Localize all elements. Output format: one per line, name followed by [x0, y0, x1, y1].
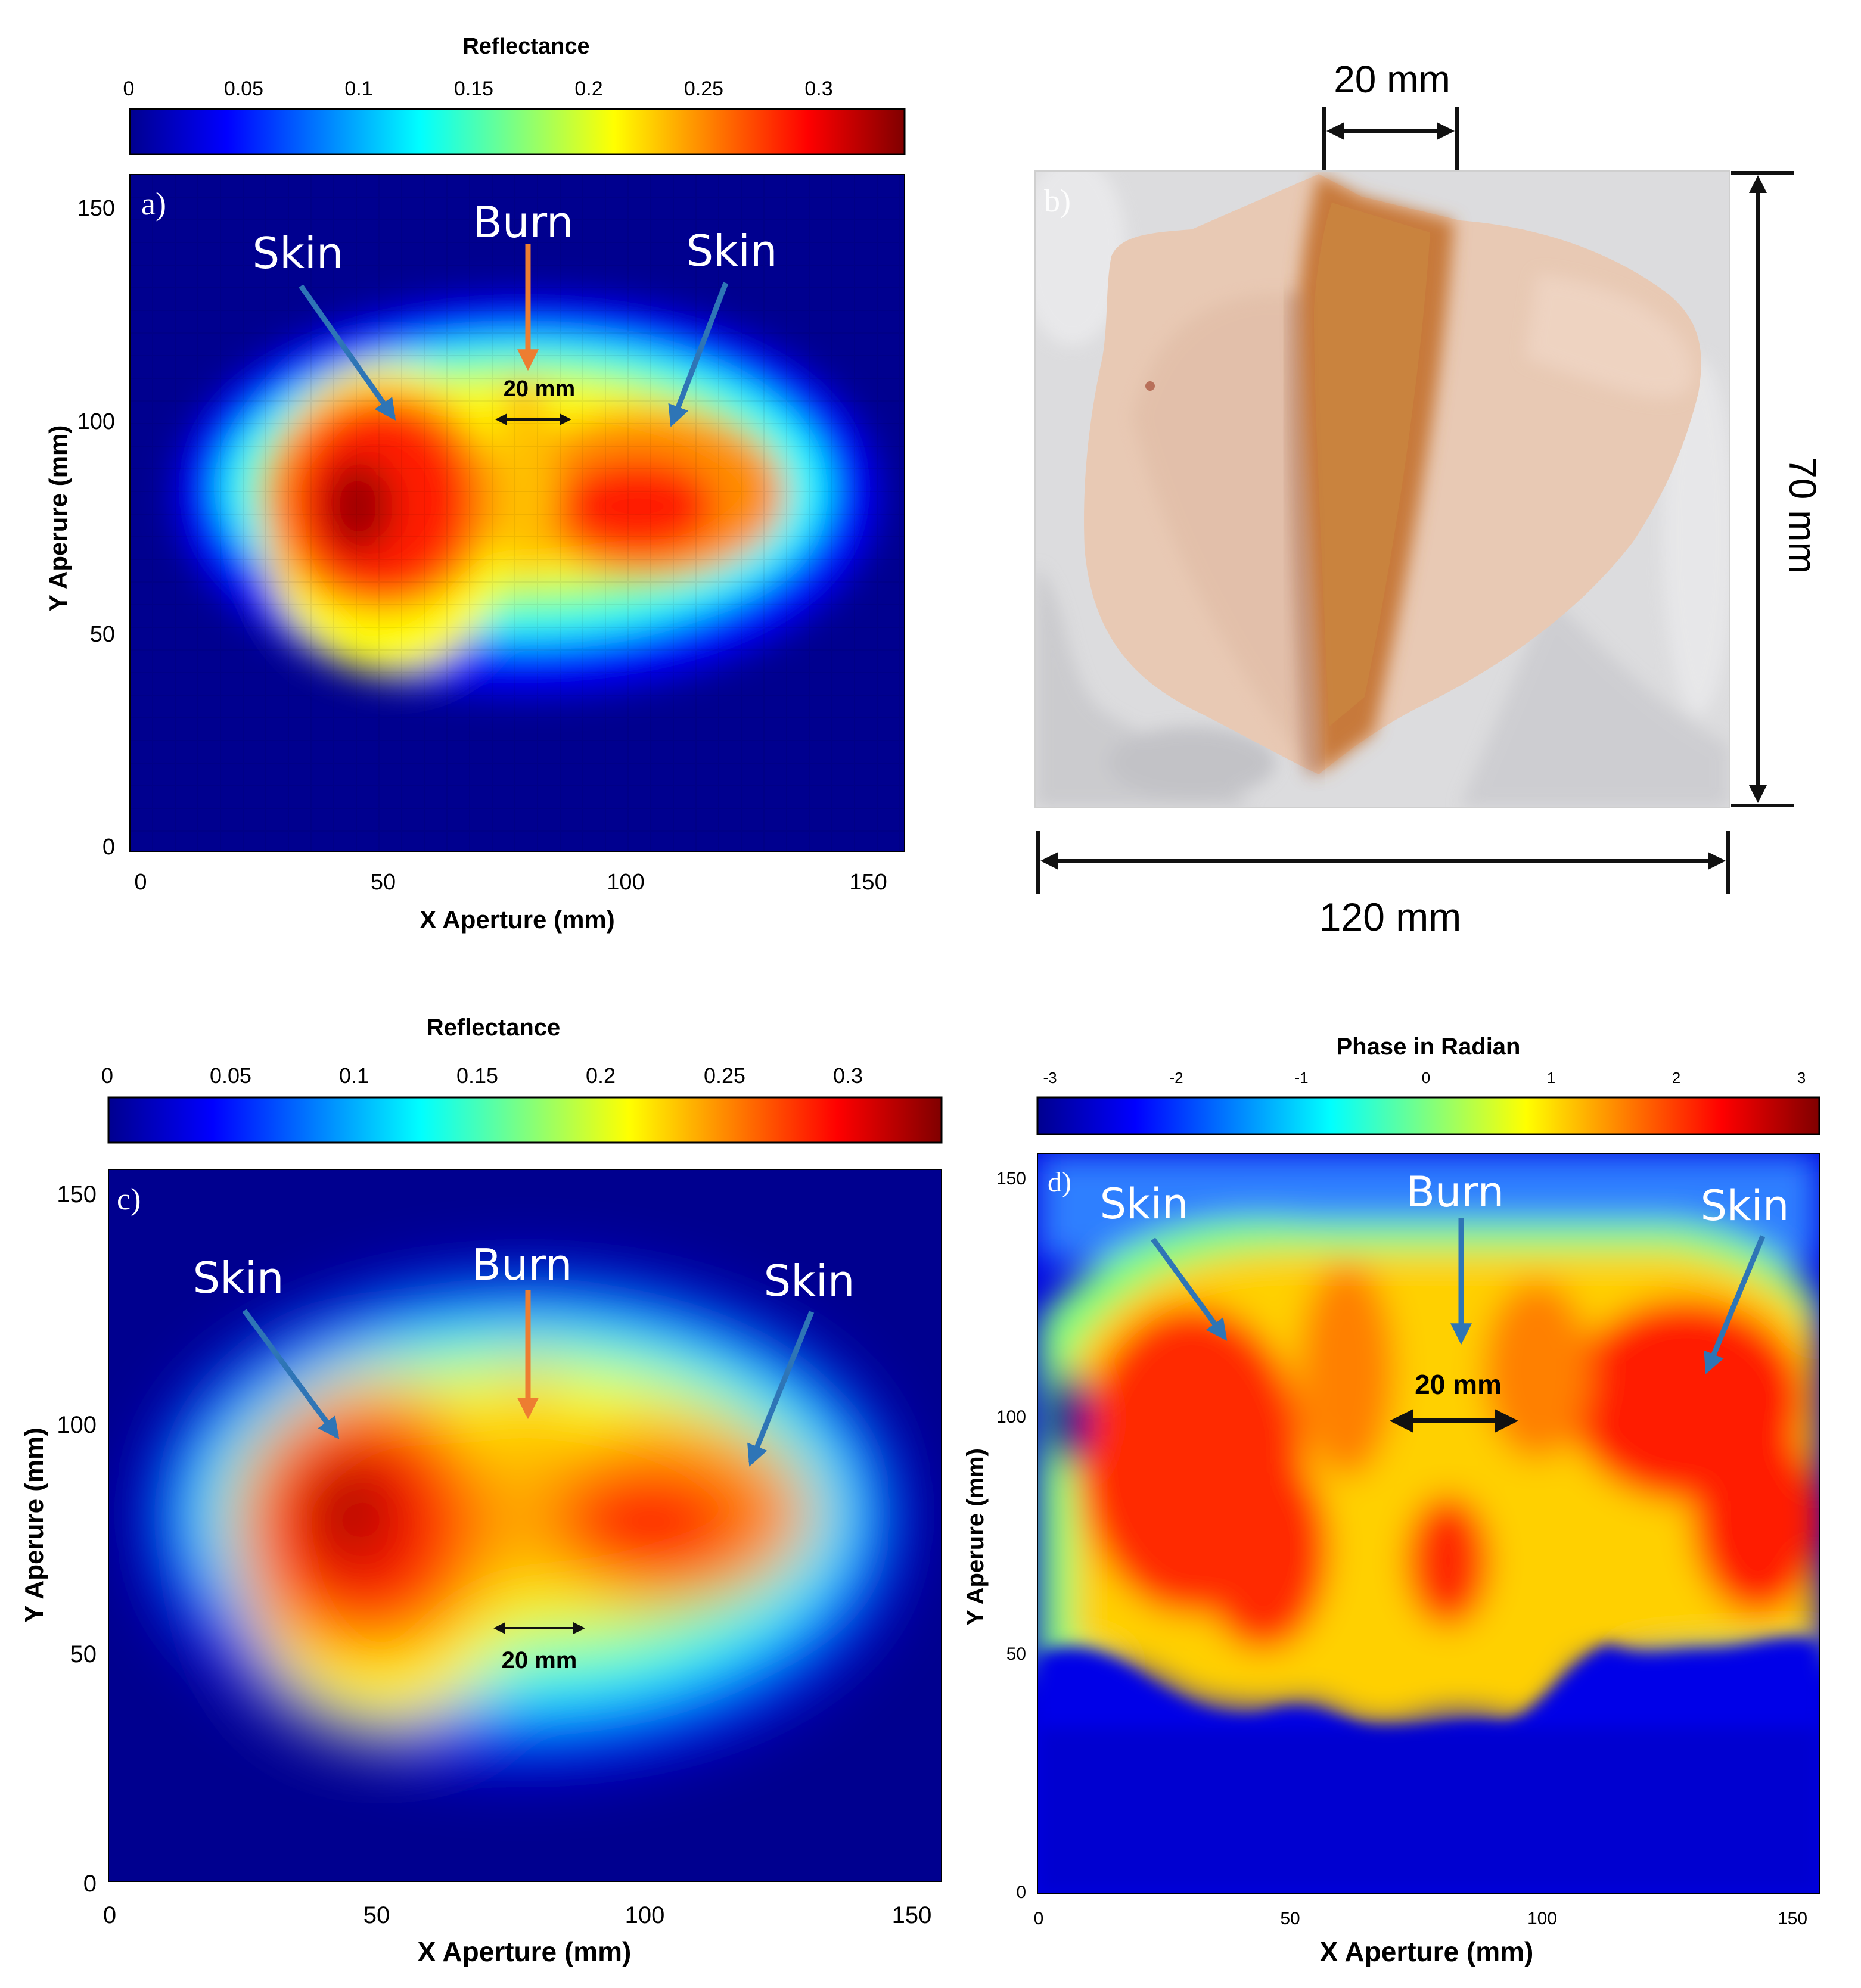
colorbar-d-title: Phase in Radian [1337, 1034, 1521, 1060]
spot-mark [1145, 381, 1155, 391]
x-tick-d: 100 [1527, 1909, 1557, 1928]
panel-c: Reflectance 0 0.05 0.1 0.15 0.2 0.25 0.3 [20, 1015, 943, 1967]
colorbar-d-tick: -1 [1294, 1069, 1308, 1087]
colorbar-c: Reflectance 0 0.05 0.1 0.15 0.2 0.25 0.3 [101, 1015, 943, 1144]
dim-top-b: 20 mm [1334, 58, 1450, 101]
plot-d-frame [1037, 1153, 1820, 1894]
plot-c-frame [108, 1169, 942, 1882]
colorbar-a-gradient [129, 108, 906, 155]
colorbar-a-tick: 0 [123, 77, 135, 100]
panel-a: Reflectance 0 0.05 0.1 0.15 0.2 0.25 0.3 [44, 34, 906, 934]
x-tick-d: 150 [1778, 1909, 1807, 1928]
panel-b: b) 20 mm 70 mm 120 mm [1034, 58, 1824, 939]
x-tick-c: 100 [625, 1902, 665, 1928]
x-axis-label-c: X Aperture (mm) [418, 1936, 632, 1967]
x-tick-a: 150 [849, 870, 887, 895]
x-tick-a: 100 [607, 870, 644, 895]
annotation-burn-a: Burn [473, 197, 574, 247]
colorbar-a-tick: 0.3 [804, 77, 832, 100]
y-tick-c: 0 [83, 1871, 97, 1897]
colorbar-a-tick: 0.25 [684, 77, 723, 100]
colorbar-c-tick: 0.3 [833, 1063, 863, 1088]
colorbar-c-tick: 0 [101, 1063, 113, 1088]
annotation-burn-c: Burn [472, 1240, 573, 1290]
colorbar-a-tick: 0.1 [344, 77, 372, 100]
colorbar-d-tick: -3 [1043, 1069, 1057, 1087]
colorbar-a-title: Reflectance [462, 34, 589, 59]
annotation-skin-right-d: Skin [1701, 1181, 1789, 1230]
photo-b-frame [1034, 170, 1730, 808]
y-tick-c: 50 [70, 1641, 97, 1667]
arrow-skin-right-a [668, 282, 729, 427]
annotation-width-a: 20 mm [504, 377, 575, 402]
dim-bottom-b: 120 mm [1319, 895, 1461, 939]
colorbar-a: Reflectance 0 0.05 0.1 0.15 0.2 0.25 0.3 [123, 34, 906, 155]
heatmap-a [130, 175, 905, 851]
colorbar-c-tick: 0.2 [586, 1063, 616, 1088]
annotation-width-d: 20 mm [1415, 1369, 1502, 1400]
x-axis-label-a: X Aperture (mm) [420, 906, 615, 934]
y-tick-a: 0 [102, 835, 115, 860]
y-axis-label-a: Y Aperure (mm) [44, 425, 72, 612]
annotation-burn-d: Burn [1406, 1168, 1504, 1217]
x-tick-c: 150 [892, 1902, 932, 1928]
colorbar-d: Phase in Radian -3 -2 -1 0 1 2 3 [1036, 1034, 1820, 1135]
colorbar-a-tick: 0.2 [574, 77, 602, 100]
colorbar-c-gradient [107, 1096, 943, 1144]
colorbar-c-tick: 0.1 [339, 1063, 369, 1088]
x-tick-d: 50 [1280, 1909, 1300, 1928]
plot-a-frame [129, 174, 905, 852]
y-tick-d: 0 [1016, 1883, 1026, 1902]
colorbar-c-title: Reflectance [427, 1015, 561, 1041]
panel-a-letter: a) [141, 186, 166, 222]
y-tick-d: 100 [996, 1407, 1026, 1427]
annotation-skin-right-a: Skin [686, 226, 777, 276]
panel-d: Phase in Radian -3 -2 -1 0 1 2 3 [962, 1034, 1820, 1967]
annotation-skin-right-c: Skin [763, 1256, 855, 1306]
y-tick-a: 150 [77, 196, 115, 221]
colorbar-a-tick: 0.15 [454, 77, 493, 100]
arrow-skin-left-a [299, 284, 396, 421]
y-tick-c: 150 [57, 1181, 97, 1208]
heatmap-c [108, 1169, 942, 1881]
colorbar-d-tick: 3 [1797, 1069, 1806, 1087]
y-tick-a: 50 [90, 622, 115, 647]
colorbar-d-gradient [1036, 1096, 1820, 1135]
arrow-skin-left-c [242, 1309, 340, 1439]
photo-b [1035, 171, 1729, 807]
x-tick-c: 50 [363, 1902, 390, 1928]
panel-b-letter: b) [1044, 183, 1071, 219]
annotation-skin-left-a: Skin [252, 228, 343, 278]
annotation-width-c: 20 mm [502, 1647, 577, 1673]
arrow-skin-left-d [1151, 1237, 1228, 1341]
dim-right-b: 70 mm [1781, 457, 1824, 574]
x-tick-a: 0 [134, 870, 147, 895]
annotation-skin-left-d: Skin [1100, 1180, 1189, 1228]
colorbar-d-tick: 0 [1422, 1069, 1430, 1087]
arrow-skin-right-c [747, 1311, 815, 1467]
colorbar-d-tick: 1 [1547, 1069, 1555, 1087]
x-tick-d: 0 [1034, 1909, 1044, 1928]
panel-c-letter: c) [117, 1183, 141, 1217]
y-axis-label-c: Y Aperure (mm) [20, 1427, 49, 1623]
colorbar-c-tick: 0.25 [704, 1063, 745, 1088]
y-tick-d: 50 [1006, 1644, 1026, 1664]
panel-d-letter: d) [1048, 1166, 1071, 1198]
arrow-skin-right-d [1704, 1235, 1766, 1374]
y-tick-a: 100 [77, 409, 115, 434]
annotation-skin-left-c: Skin [192, 1253, 284, 1303]
colorbar-a-tick: 0.05 [224, 77, 263, 100]
colorbar-c-tick: 0.05 [210, 1063, 251, 1088]
y-axis-label-d: Y Aperure (mm) [962, 1448, 989, 1626]
colorbar-d-tick: -2 [1169, 1069, 1183, 1087]
x-tick-c: 0 [103, 1902, 116, 1928]
colorbar-d-tick: 2 [1672, 1069, 1680, 1087]
x-tick-a: 50 [371, 870, 396, 895]
y-tick-d: 150 [996, 1169, 1026, 1189]
phase-map-d [1037, 1153, 1819, 1894]
x-axis-label-d: X Aperture (mm) [1320, 1936, 1534, 1967]
y-tick-c: 100 [57, 1412, 97, 1438]
colorbar-c-tick: 0.15 [456, 1063, 498, 1088]
